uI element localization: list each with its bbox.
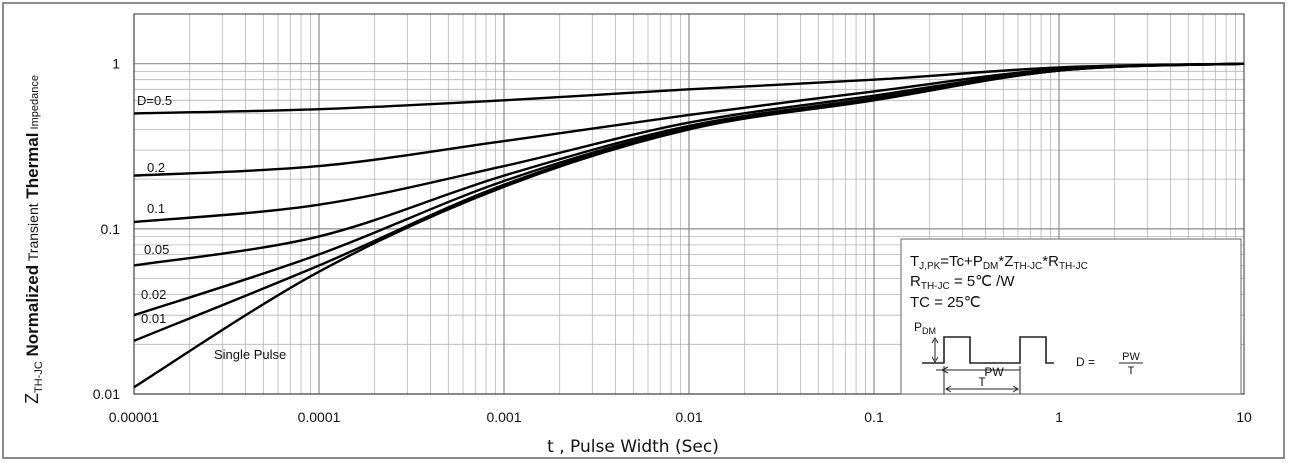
series-layer xyxy=(133,62,1245,389)
plot-area xyxy=(133,13,1245,395)
y-axis-label-impedance: Impedance xyxy=(29,75,41,132)
x-tick-label: 0.1 xyxy=(864,409,884,425)
series-label-2: 0.2 xyxy=(147,160,165,175)
formula-t: T xyxy=(910,253,919,270)
x-tick-label: 0.0001 xyxy=(298,409,341,425)
duty-numerator: PW xyxy=(1122,351,1140,363)
formula-box: TJ,PK=Tc+PDM*ZTH-JC*RTH-JC RTH-JC = 5℃ /… xyxy=(900,238,1242,395)
series-label-7: Single Pulse xyxy=(214,347,286,362)
pw-label: PW xyxy=(984,365,1004,379)
x-tick-label: 1 xyxy=(1055,409,1063,425)
series-label-3: 0.1 xyxy=(147,201,165,216)
series-line-1 xyxy=(133,62,1245,115)
tc-line: TC = 25℃ xyxy=(910,294,981,311)
x-tick-label: 0.01 xyxy=(675,409,702,425)
series-line-7 xyxy=(133,62,1245,389)
thermal-impedance-chart: 0.00001 0.0001 0.001 0.01 0.1 1 10 1 0.1 0.01 D=… xyxy=(22,13,1252,457)
pdm-label: PDM xyxy=(914,320,936,336)
formula-c: *R xyxy=(1042,253,1059,270)
series-label-1: D=0.5 xyxy=(137,93,172,108)
svg-text:ZTH-JC Normalized Transient Th: ZTH-JC Normalized Transient Thermal Impe… xyxy=(22,75,45,404)
pdm-sub: DM xyxy=(922,326,936,336)
series-label-6: 0.01 xyxy=(141,311,166,326)
formula-box-border xyxy=(900,238,1242,395)
duty-denominator: T xyxy=(1128,365,1135,377)
rth-sub: TH-JC xyxy=(921,281,950,292)
pdm-arrowheads xyxy=(931,337,939,363)
formula-b-sub: TH-JC xyxy=(1013,261,1042,272)
x-tick-label: 0.00001 xyxy=(109,409,160,425)
rth-value: = 5℃ /W xyxy=(950,273,1016,290)
rth-line: RTH-JC = 5℃ /W xyxy=(910,273,1015,292)
formula-t-sub: J,PK xyxy=(919,261,940,272)
series-label-4: 0.05 xyxy=(144,242,169,257)
x-tick-label: 0.001 xyxy=(486,409,521,425)
formula-c-sub: TH-JC xyxy=(1059,261,1088,272)
formula-b: *Z xyxy=(998,253,1013,270)
duty-label: D = xyxy=(1076,355,1095,369)
y-tick-label: 0.01 xyxy=(93,386,120,402)
series-label-5: 0.02 xyxy=(141,287,166,302)
formula-a: =Tc+P xyxy=(940,253,983,270)
y-axis-label-normalized: Normalized xyxy=(23,265,42,361)
x-tick-label: 10 xyxy=(1236,409,1252,425)
y-axis-label-thermal: Thermal xyxy=(23,133,42,204)
y-tick-labels: 1 0.1 0.01 xyxy=(93,56,120,402)
pulse-waveform xyxy=(922,336,1054,364)
x-axis-label: t , Pulse Width (Sec) xyxy=(547,437,719,457)
rth-r: R xyxy=(910,273,921,290)
period-arrowheads xyxy=(945,385,1019,393)
formula-a-sub: DM xyxy=(983,261,999,272)
y-axis-label: ZTH-JC Normalized Transient Thermal Impe… xyxy=(22,75,45,404)
formula-line: TJ,PK=Tc+PDM*ZTH-JC*RTH-JC xyxy=(910,253,1088,272)
y-axis-label-transient: Transient xyxy=(25,203,41,265)
period-label: T xyxy=(978,375,986,389)
y-tick-label: 0.1 xyxy=(101,221,121,237)
x-tick-labels: 0.00001 0.0001 0.001 0.01 0.1 1 10 xyxy=(109,409,1252,425)
y-tick-label: 1 xyxy=(112,56,120,72)
pw-arrowhead xyxy=(940,366,949,374)
y-axis-label-z-sub: TH-JC xyxy=(33,361,45,393)
y-axis-label-z: Z xyxy=(22,393,42,404)
series-labels: D=0.5 0.2 0.1 0.05 0.02 0.01 Single Pulse xyxy=(137,93,286,362)
pdm-p: P xyxy=(914,320,922,334)
